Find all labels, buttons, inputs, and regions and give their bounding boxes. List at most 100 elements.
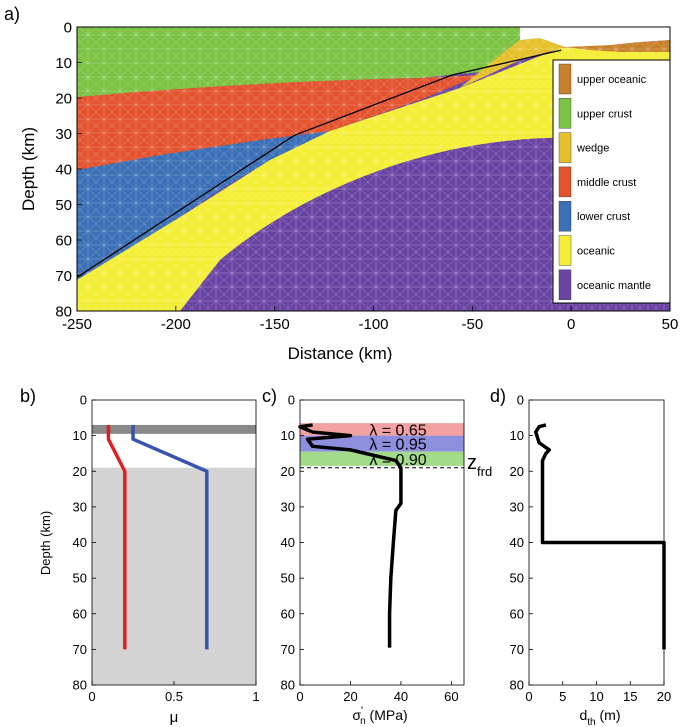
y-tick-label: 70 bbox=[281, 642, 295, 657]
y-tick-label: 30 bbox=[510, 499, 524, 514]
y-tick-label: 40 bbox=[73, 535, 87, 550]
panel-b-ylabel: Depth (km) bbox=[38, 511, 53, 575]
y-tick-label: 50 bbox=[281, 571, 295, 586]
panel-a-ylabel: Depth (km) bbox=[19, 127, 38, 211]
panel-a-axes: 0 10 20 30 40 50 60 70 80-250 -200 -150 -100 -50 0 50 bbox=[55, 19, 678, 333]
y-tick-label: 70 bbox=[510, 642, 524, 657]
fault-trace bbox=[77, 49, 562, 278]
legend-swatch bbox=[558, 63, 572, 95]
sigma-prime: ' bbox=[361, 705, 363, 717]
x-tick-label: 0 bbox=[567, 316, 575, 333]
y-tick-label: 60 bbox=[55, 232, 72, 249]
y-tick-label: 80 bbox=[281, 678, 295, 693]
legend-label: oceanic mantle bbox=[577, 280, 651, 292]
y-tick-label: 80 bbox=[510, 678, 524, 693]
dth-unit: (m) bbox=[596, 707, 621, 723]
x-tick-label: 40 bbox=[394, 689, 408, 704]
legend-swatch bbox=[558, 132, 572, 163]
panel-c-label: c) bbox=[262, 386, 277, 406]
y-tick-label: 30 bbox=[73, 499, 87, 514]
panel-a-label: a) bbox=[4, 4, 20, 24]
x-tick-label: -50 bbox=[461, 316, 483, 333]
y-tick-label: 10 bbox=[281, 428, 295, 443]
panel-a-xlabel: Distance (km) bbox=[288, 344, 393, 363]
y-tick-label: 70 bbox=[55, 268, 72, 285]
y-tick-label: 60 bbox=[510, 606, 524, 621]
x-tick-label: 60 bbox=[444, 689, 458, 704]
x-tick-label: 50 bbox=[662, 316, 679, 333]
legend-label: upper oceanic bbox=[577, 74, 647, 86]
y-tick-label: 40 bbox=[510, 535, 524, 550]
x-tick-label: 20 bbox=[343, 689, 357, 704]
y-tick-label: 20 bbox=[281, 464, 295, 479]
sigma-sub: n bbox=[360, 716, 366, 727]
y-tick-label: 0 bbox=[64, 19, 72, 36]
x-tick-label: 1 bbox=[252, 689, 259, 704]
panel-b-shading bbox=[92, 424, 256, 685]
legend-label: wedge bbox=[576, 143, 609, 155]
panel-d-label: d) bbox=[490, 386, 506, 406]
x-tick-label: -250 bbox=[62, 316, 92, 333]
x-tick-label: -200 bbox=[161, 316, 191, 333]
x-tick-label: 0 bbox=[88, 689, 95, 704]
x-tick-label: 15 bbox=[623, 689, 637, 704]
y-tick-label: 40 bbox=[55, 161, 72, 178]
lambda-label: λ = 0.95 bbox=[369, 437, 426, 454]
y-tick-label: 30 bbox=[55, 126, 72, 143]
panel-d-xlabel: dth (m) bbox=[579, 707, 620, 727]
zfrd-sub: frd bbox=[477, 464, 492, 479]
y-tick-label: 50 bbox=[73, 571, 87, 586]
legend-label: oceanic bbox=[577, 246, 615, 258]
shaded-region bbox=[92, 467, 256, 685]
panel-d-lines bbox=[534, 423, 666, 650]
y-tick-label: 0 bbox=[80, 393, 87, 408]
stress-line bbox=[298, 423, 403, 648]
y-tick-label: 40 bbox=[281, 535, 295, 550]
lambda-band bbox=[300, 423, 464, 436]
zfrd-main: z bbox=[467, 452, 477, 474]
x-tick-label: 5 bbox=[559, 689, 566, 704]
shaded-region bbox=[92, 424, 256, 434]
y-tick-label: 0 bbox=[517, 393, 524, 408]
legend-label: lower crust bbox=[577, 211, 630, 223]
friction-line bbox=[131, 424, 209, 650]
y-tick-label: 20 bbox=[510, 464, 524, 479]
legend: upper oceanic upper crust wedge middle crus… bbox=[552, 59, 671, 304]
x-tick-label: -150 bbox=[260, 316, 290, 333]
legend-swatch bbox=[558, 269, 572, 300]
thickness-line bbox=[534, 423, 666, 650]
friction-line bbox=[106, 424, 127, 650]
legend-box bbox=[552, 59, 671, 304]
legend-label: middle crust bbox=[577, 177, 636, 189]
panel-b-lines bbox=[106, 424, 209, 650]
y-tick-label: 20 bbox=[55, 90, 72, 107]
panel-c-xlabel: σ' n (MPa) bbox=[352, 705, 407, 727]
legend-swatch bbox=[558, 166, 572, 198]
y-tick-label: 10 bbox=[55, 55, 72, 72]
y-tick-label: 60 bbox=[281, 606, 295, 621]
x-tick-label: 10 bbox=[589, 689, 603, 704]
y-tick-label: 60 bbox=[73, 606, 87, 621]
lambda-label: λ = 0.65 bbox=[369, 422, 426, 439]
panel-c-bands: λ = 0.65λ = 0.95λ = 0.90 bbox=[300, 422, 464, 469]
legend-swatch bbox=[558, 235, 572, 266]
y-tick-label: 20 bbox=[73, 464, 87, 479]
panel-b-xlabel: μ bbox=[170, 709, 179, 726]
x-tick-label: 20 bbox=[657, 689, 671, 704]
y-tick-label: 70 bbox=[73, 642, 87, 657]
y-tick-label: 10 bbox=[510, 428, 524, 443]
dth-main: d bbox=[579, 707, 587, 723]
y-tick-label: 80 bbox=[73, 678, 87, 693]
y-tick-label: 0 bbox=[288, 393, 295, 408]
y-tick-label: 50 bbox=[55, 197, 72, 214]
legend-swatch bbox=[558, 200, 572, 232]
panel-c: λ = 0.65λ = 0.95λ = 0.90 0 10 20 30 40 50 60 70… bbox=[281, 393, 493, 727]
panel-c-lines bbox=[298, 423, 403, 648]
panel-b-label: b) bbox=[20, 386, 36, 406]
sigma-main: σ bbox=[352, 707, 361, 723]
